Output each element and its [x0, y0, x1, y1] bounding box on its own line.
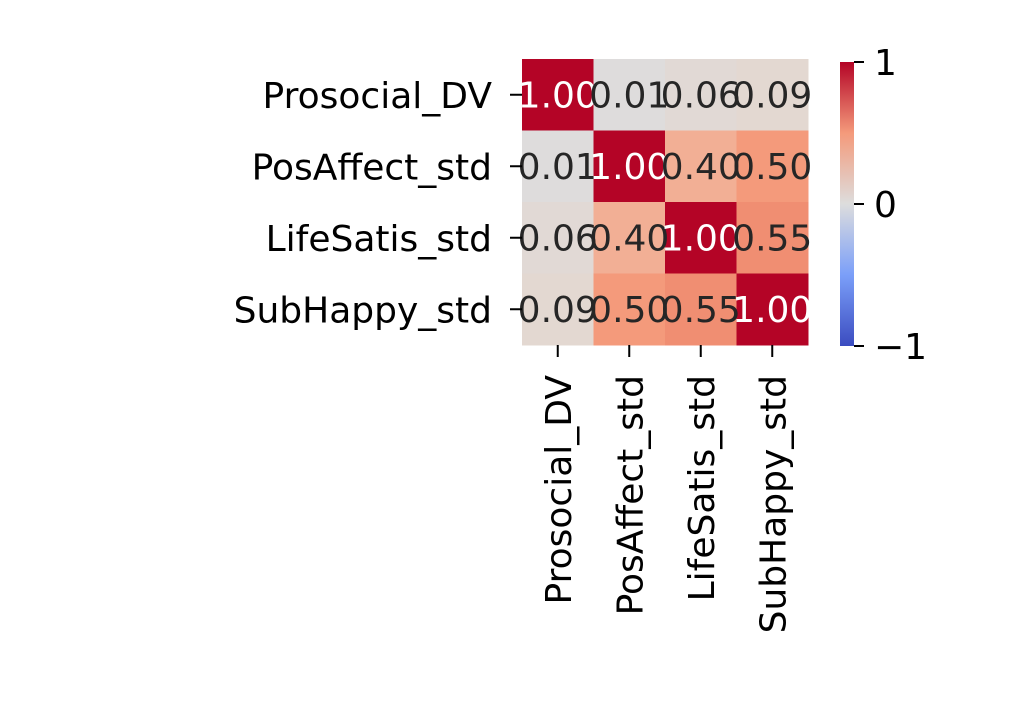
heatmap-cells — [522, 59, 809, 346]
heatmap-cell-labels: 1.000.010.060.090.011.000.400.500.060.40… — [518, 76, 813, 331]
heatmap-cell — [522, 202, 594, 274]
y-tick-label: SubHappy_std — [234, 290, 492, 331]
cell-value-label: 0.06 — [661, 76, 741, 117]
heatmap-cell — [593, 59, 666, 131]
heatmap-cell — [593, 130, 666, 203]
heatmap-cell — [593, 273, 666, 346]
y-tick-label: Prosocial_DV — [263, 76, 493, 117]
x-axis: Prosocial_DV PosAffect_std LifeSatis_std Su… — [539, 345, 794, 633]
cell-value-label: 0.06 — [518, 219, 598, 260]
y-tick-label: PosAffect_std — [252, 147, 492, 188]
heatmap-cell — [665, 202, 737, 274]
cell-value-label: 0.01 — [589, 76, 669, 117]
cell-value-label: 1.00 — [589, 147, 669, 188]
cell-value-label: 0.55 — [661, 290, 741, 331]
heatmap-cell — [522, 273, 594, 346]
cell-value-label: 1.00 — [518, 76, 598, 117]
x-tick-label: LifeSatis_std — [682, 375, 723, 601]
cell-value-label: 0.01 — [518, 147, 598, 188]
x-tick-label: Prosocial_DV — [539, 375, 580, 605]
heatmap-cell — [736, 202, 809, 274]
colorbar: 1 0 −1 — [840, 43, 927, 368]
cell-value-label: 0.09 — [732, 76, 812, 117]
heatmap-cell — [665, 273, 737, 346]
cell-value-label: 1.00 — [661, 219, 741, 260]
heatmap-cell — [522, 130, 594, 203]
heatmap-cell — [736, 273, 809, 346]
cell-value-label: 1.00 — [732, 290, 812, 331]
cell-value-label: 0.09 — [518, 290, 598, 331]
y-tick-label: LifeSatis_std — [266, 219, 492, 260]
heatmap-cell — [522, 59, 594, 131]
colorbar-tick-label: 1 — [874, 43, 897, 84]
cell-value-label: 0.40 — [589, 219, 669, 260]
heatmap-cell — [593, 202, 666, 274]
colorbar-gradient — [840, 62, 854, 346]
heatmap-cell — [736, 59, 809, 131]
x-tick-label: PosAffect_std — [610, 375, 651, 615]
colorbar-tick-label: 0 — [874, 185, 897, 226]
x-tick-label: SubHappy_std — [753, 375, 794, 633]
cell-value-label: 0.50 — [732, 147, 812, 188]
cell-value-label: 0.40 — [661, 147, 741, 188]
heatmap-cell — [665, 59, 737, 131]
colorbar-tick-label: −1 — [874, 327, 927, 368]
y-axis: Prosocial_DV PosAffect_std LifeSatis_std Su… — [234, 76, 522, 331]
heatmap-cell — [736, 130, 809, 203]
cell-value-label: 0.55 — [732, 219, 812, 260]
cell-value-label: 0.50 — [589, 290, 669, 331]
heatmap-cell — [665, 130, 737, 203]
